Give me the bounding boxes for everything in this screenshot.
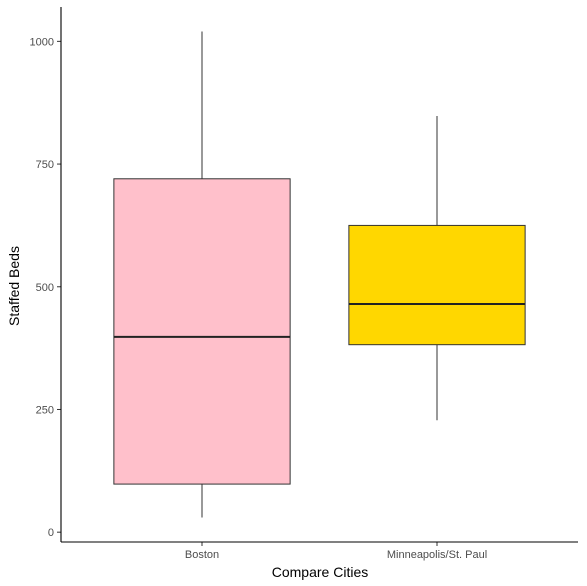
x-axis-title: Compare Cities [272,564,368,580]
y-tick-label: 250 [36,404,54,416]
y-axis-ticks: 0 250 500 750 1000 [30,36,61,539]
y-axis-title: Staffed Beds [6,246,22,326]
iqr-box [113,178,291,485]
x-axis-ticks: Boston Minneapolis/St. Paul [185,542,487,561]
boxes-layer [113,31,526,518]
y-tick-label: 750 [36,159,54,171]
box-2 [348,115,526,421]
iqr-box [348,224,526,346]
y-tick-label: 500 [36,282,54,294]
x-tick-label: Minneapolis/St. Paul [387,549,487,561]
y-tick-label: 1000 [30,36,54,48]
x-tick-label: Boston [185,549,219,561]
box-1 [113,31,291,518]
y-tick-label: 0 [48,527,54,539]
